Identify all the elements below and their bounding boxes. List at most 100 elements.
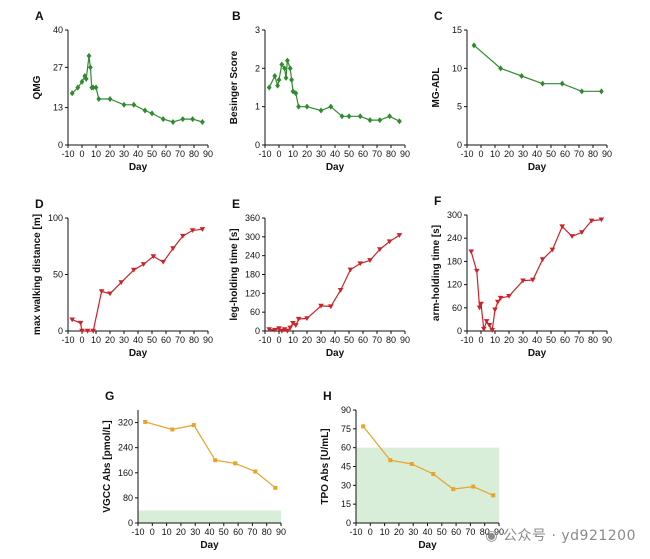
x-tick-label: 50	[344, 149, 354, 159]
data-point	[451, 487, 456, 492]
x-tick-label: 50	[546, 335, 556, 345]
y-tick-label: 300	[245, 232, 260, 242]
x-axis-title: Day	[129, 348, 148, 359]
x-tick-label: 20	[504, 335, 514, 345]
series-line	[473, 44, 602, 92]
x-tick-label: 40	[532, 335, 542, 345]
x-tick-label: -10	[131, 527, 144, 537]
data-point	[200, 119, 205, 125]
x-tick-label: 60	[560, 335, 570, 345]
data-point	[387, 113, 392, 120]
panel-letter: C	[434, 9, 443, 23]
data-point	[498, 65, 503, 72]
data-point	[506, 294, 512, 299]
data-point	[396, 233, 403, 238]
x-tick-label: 90	[203, 335, 213, 345]
x-tick-label: 30	[518, 149, 528, 159]
x-tick-label: 80	[480, 527, 490, 537]
y-tick-label: 300	[447, 210, 462, 220]
x-tick-label: 10	[91, 149, 101, 159]
data-point	[143, 419, 148, 424]
y-axis-title: arm-holding time [s]	[431, 225, 442, 321]
data-point	[318, 303, 324, 309]
x-tick-label: 70	[247, 527, 257, 537]
x-tick-label: 90	[203, 149, 213, 159]
y-tick-label: 15	[341, 499, 351, 509]
data-point	[296, 103, 301, 110]
x-tick-label: 90	[400, 149, 410, 159]
data-point	[170, 427, 175, 432]
data-point	[118, 280, 124, 286]
data-point	[598, 217, 605, 223]
x-tick-label: 60	[451, 527, 461, 537]
x-tick-label: 0	[478, 335, 483, 345]
x-tick-label: 60	[161, 335, 171, 345]
data-point	[131, 101, 137, 108]
x-axis-title: Day	[528, 348, 547, 359]
x-tick-label: 10	[288, 149, 298, 159]
data-point	[276, 76, 282, 83]
panel-f: F-10 0 10 20 30 40 50 60 70 80 90060120180240300Da…	[431, 194, 612, 359]
series-line	[71, 228, 203, 332]
panel-h: H-10 0 10 20 30 40 50 60 70 80 900153045607590DayT…	[320, 389, 504, 551]
y-tick-label: 40	[53, 25, 63, 35]
data-point	[377, 247, 383, 252]
watermark-text: 公众号 · yd921200	[503, 528, 636, 544]
data-point	[579, 88, 585, 95]
data-point	[483, 319, 490, 324]
data-point	[279, 328, 285, 334]
data-point	[388, 458, 393, 463]
panel-letter: E	[232, 197, 240, 211]
series-line	[470, 219, 602, 333]
panel-letter: F	[434, 194, 441, 208]
data-point	[339, 113, 345, 120]
data-point	[69, 317, 75, 323]
data-point	[107, 291, 113, 297]
y-tick-label: 0	[255, 326, 260, 336]
x-tick-label: 0	[368, 527, 373, 537]
x-tick-label: 70	[574, 149, 584, 159]
x-tick-label: -10	[61, 149, 74, 159]
data-point	[489, 328, 495, 333]
x-tick-label: 10	[490, 335, 500, 345]
y-tick-label: 360	[245, 213, 260, 223]
y-tick-label: 60	[452, 303, 462, 313]
data-point	[519, 73, 524, 79]
data-point	[289, 76, 294, 83]
x-tick-label: 0	[478, 149, 483, 159]
data-point	[86, 52, 92, 59]
panel-e: E-10 0 10 20 30 40 50 60 70 80 9006012018024030036…	[229, 197, 410, 359]
data-point	[160, 259, 166, 265]
x-tick-label: 20	[302, 335, 312, 345]
data-point	[599, 88, 604, 95]
data-point	[569, 234, 575, 239]
data-point	[284, 328, 291, 334]
data-point	[431, 472, 436, 477]
data-point	[107, 96, 113, 102]
x-tick-label: 80	[588, 335, 598, 345]
x-tick-label: 60	[358, 149, 368, 159]
x-tick-label: 60	[560, 149, 570, 159]
x-tick-label: -10	[460, 335, 473, 345]
data-point	[495, 299, 501, 305]
x-tick-label: 50	[546, 149, 556, 159]
data-point	[69, 90, 75, 97]
y-tick-label: 60	[250, 307, 260, 317]
data-point	[471, 484, 476, 489]
y-tick-label: 180	[447, 256, 462, 266]
x-tick-label: 40	[133, 149, 143, 159]
y-tick-label: 30	[341, 480, 351, 490]
data-point	[409, 461, 414, 466]
data-point	[276, 326, 282, 332]
y-tick-label: 3	[255, 25, 260, 35]
y-tick-label: 0	[346, 518, 351, 528]
data-point	[337, 287, 344, 293]
data-point	[357, 261, 363, 267]
data-point	[170, 119, 176, 125]
y-axis-title: Besinger Score	[229, 50, 240, 124]
data-point	[293, 323, 299, 328]
x-tick-label: 30	[119, 335, 129, 345]
x-tick-label: -10	[61, 335, 74, 345]
data-point	[478, 301, 484, 307]
x-tick-label: 20	[504, 149, 514, 159]
